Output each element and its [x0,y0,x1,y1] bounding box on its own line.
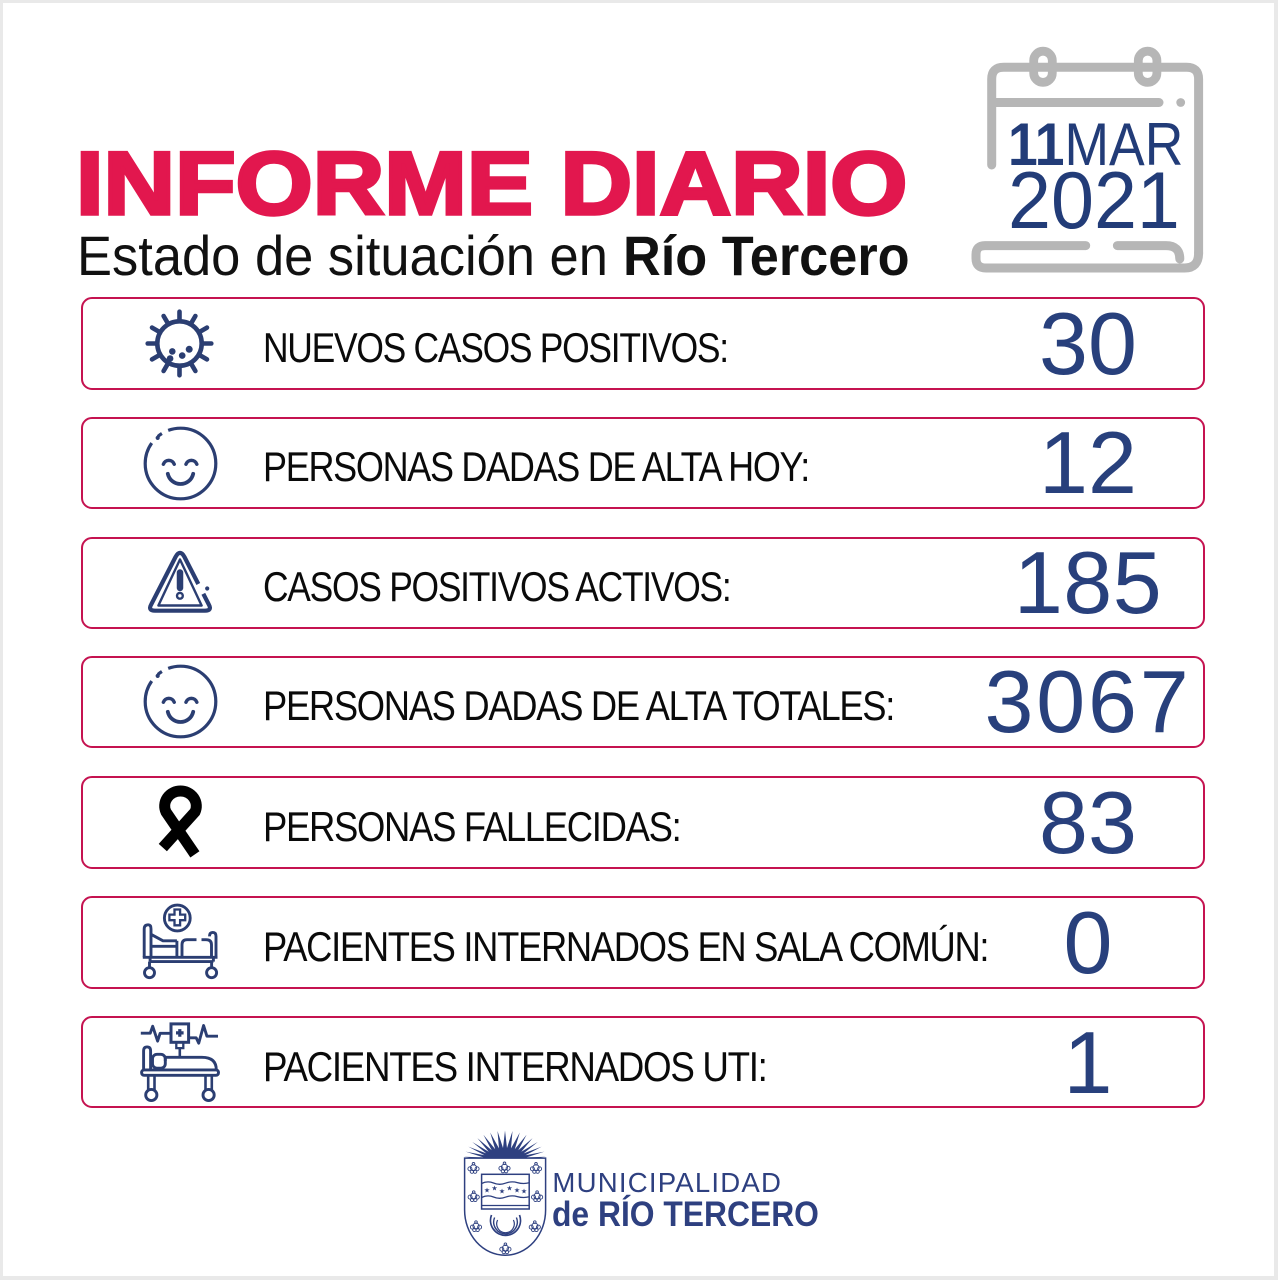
svg-text:★: ★ [484,1187,490,1195]
svg-text:★: ★ [521,1188,527,1196]
svg-text:★: ★ [491,1185,497,1193]
svg-text:★: ★ [514,1187,520,1195]
svg-text:★: ★ [506,1185,512,1193]
svg-text:★: ★ [499,1188,505,1196]
